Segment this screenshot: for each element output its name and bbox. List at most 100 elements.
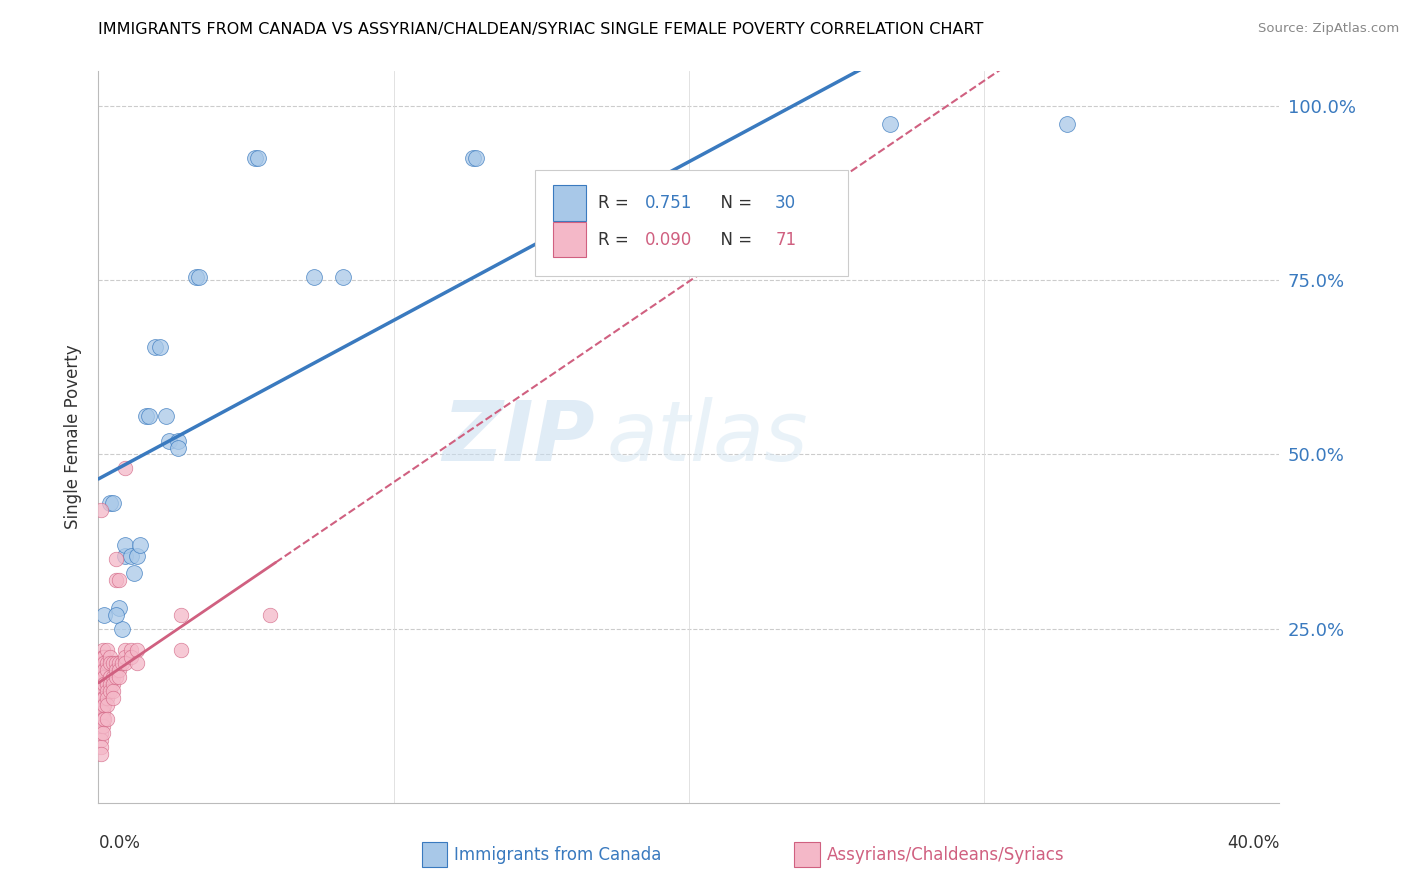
- Point: [111, 657, 134, 671]
- Point: [332, 269, 354, 284]
- Point: [135, 409, 157, 424]
- Point: [157, 434, 180, 448]
- Point: [465, 152, 488, 166]
- Point: [187, 269, 209, 284]
- Point: [125, 657, 148, 671]
- Point: [114, 642, 136, 657]
- Point: [91, 657, 114, 671]
- FancyBboxPatch shape: [553, 186, 586, 220]
- Point: [125, 549, 148, 563]
- Point: [93, 657, 115, 671]
- Point: [93, 712, 115, 726]
- Point: [105, 670, 128, 684]
- Point: [103, 677, 125, 691]
- Point: [98, 496, 121, 510]
- Point: [93, 670, 115, 684]
- Point: [243, 152, 266, 166]
- Point: [108, 664, 131, 678]
- Point: [91, 719, 114, 733]
- Point: [114, 461, 136, 475]
- Point: [91, 705, 114, 719]
- Point: [128, 538, 150, 552]
- Point: [93, 664, 115, 678]
- Text: Assyrians/Chaldeans/Syriacs: Assyrians/Chaldeans/Syriacs: [827, 846, 1064, 863]
- Point: [108, 573, 131, 587]
- Point: [105, 552, 128, 566]
- Text: Source: ZipAtlas.com: Source: ZipAtlas.com: [1258, 22, 1399, 36]
- Point: [91, 670, 114, 684]
- Point: [170, 607, 193, 622]
- Point: [90, 705, 112, 719]
- Text: 40.0%: 40.0%: [1227, 834, 1279, 852]
- Point: [91, 698, 114, 713]
- Point: [120, 642, 142, 657]
- Point: [155, 409, 177, 424]
- FancyBboxPatch shape: [553, 222, 586, 257]
- Point: [91, 684, 114, 698]
- Point: [91, 691, 114, 706]
- Point: [103, 691, 125, 706]
- Point: [90, 657, 112, 671]
- Point: [90, 747, 112, 761]
- Point: [93, 649, 115, 664]
- Point: [167, 434, 190, 448]
- Point: [1056, 117, 1078, 131]
- Text: Immigrants from Canada: Immigrants from Canada: [454, 846, 661, 863]
- Point: [246, 152, 269, 166]
- Point: [114, 657, 136, 671]
- Point: [96, 691, 118, 706]
- Point: [90, 733, 112, 747]
- Point: [103, 657, 125, 671]
- Text: 71: 71: [775, 231, 796, 249]
- Point: [98, 677, 121, 691]
- Point: [302, 269, 325, 284]
- Point: [90, 698, 112, 713]
- Text: N =: N =: [710, 231, 758, 249]
- Text: 0.090: 0.090: [645, 231, 693, 249]
- Point: [91, 677, 114, 691]
- Point: [103, 684, 125, 698]
- Point: [463, 152, 485, 166]
- Text: ZIP: ZIP: [441, 397, 595, 477]
- Point: [103, 670, 125, 684]
- Point: [125, 642, 148, 657]
- Text: IMMIGRANTS FROM CANADA VS ASSYRIAN/CHALDEAN/SYRIAC SINGLE FEMALE POVERTY CORRELA: IMMIGRANTS FROM CANADA VS ASSYRIAN/CHALD…: [98, 22, 984, 37]
- Point: [108, 670, 131, 684]
- Point: [91, 726, 114, 740]
- Point: [143, 339, 166, 353]
- Text: N =: N =: [710, 194, 758, 212]
- Text: R =: R =: [598, 194, 634, 212]
- Point: [120, 549, 142, 563]
- Point: [138, 409, 160, 424]
- Point: [96, 698, 118, 713]
- Point: [114, 549, 136, 563]
- Point: [93, 698, 115, 713]
- Point: [96, 677, 118, 691]
- Point: [108, 657, 131, 671]
- Point: [93, 607, 115, 622]
- Point: [98, 684, 121, 698]
- FancyBboxPatch shape: [536, 170, 848, 277]
- Point: [170, 642, 193, 657]
- Point: [96, 712, 118, 726]
- Point: [96, 657, 118, 671]
- Point: [98, 657, 121, 671]
- Point: [149, 339, 172, 353]
- Point: [114, 649, 136, 664]
- Text: 30: 30: [775, 194, 796, 212]
- Point: [98, 649, 121, 664]
- Point: [90, 740, 112, 755]
- Point: [91, 664, 114, 678]
- Text: 0.0%: 0.0%: [98, 834, 141, 852]
- Point: [96, 642, 118, 657]
- Point: [114, 538, 136, 552]
- Point: [98, 670, 121, 684]
- Text: atlas: atlas: [606, 397, 808, 477]
- Point: [96, 684, 118, 698]
- Point: [93, 677, 115, 691]
- Point: [105, 657, 128, 671]
- Point: [122, 566, 145, 580]
- Point: [167, 441, 190, 455]
- Point: [93, 691, 115, 706]
- Point: [103, 496, 125, 510]
